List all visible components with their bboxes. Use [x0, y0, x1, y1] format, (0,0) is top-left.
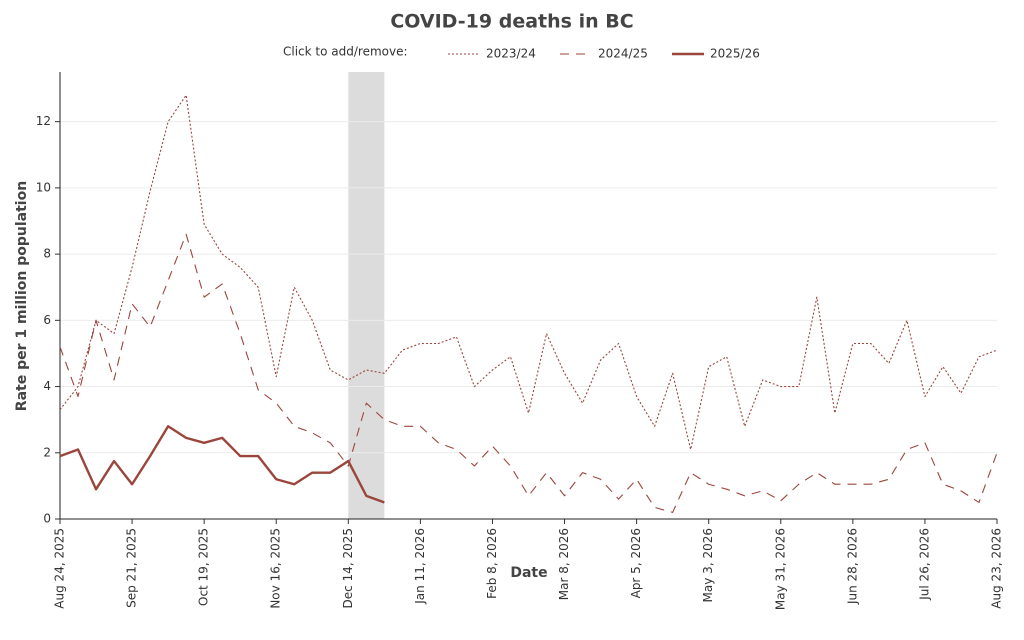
x-tick-label: Feb 8, 2026: [485, 528, 499, 599]
x-tick-label: Jun 28, 2026: [845, 528, 859, 605]
legend-item[interactable]: 2024/25: [556, 42, 660, 62]
x-tick-label: Jan 11, 2026: [413, 528, 427, 605]
x-tick-label: Aug 24, 2025: [53, 528, 67, 609]
x-tick-label: Apr 5, 2026: [629, 528, 643, 598]
y-tick-label: 6: [43, 313, 51, 327]
legend-item[interactable]: 2023/24: [444, 42, 548, 62]
x-tick-label: Aug 23, 2026: [990, 528, 1004, 609]
x-axis-title: Date: [510, 565, 547, 581]
line: [59, 425, 385, 504]
x-tick-label: Mar 8, 2026: [557, 528, 571, 600]
legend-label: 2023/24: [486, 47, 536, 61]
y-tick-label: 10: [36, 180, 51, 194]
x-tick-label: May 31, 2026: [773, 528, 787, 610]
line: [59, 233, 998, 513]
y-tick-label: 4: [43, 379, 51, 393]
legend-title: Click to add/remove:: [283, 45, 408, 59]
y-axis-title: Rate per 1 million population: [14, 181, 30, 411]
legend-label: 2025/26: [710, 47, 760, 61]
x-tick-label: Jul 26, 2026: [917, 528, 931, 601]
y-tick-label: 12: [36, 114, 51, 128]
x-tick-label: Nov 16, 2025: [269, 528, 283, 609]
y-tick-label: 8: [43, 247, 51, 261]
shaded-region: [348, 72, 385, 519]
chart-title: COVID-19 deaths in BC: [390, 11, 633, 33]
y-tick-label: 2: [43, 445, 51, 459]
x-tick-label: May 3, 2026: [701, 528, 715, 602]
y-tick-label: 0: [43, 512, 51, 526]
legend-label: 2024/25: [598, 47, 648, 61]
legend-item[interactable]: 2025/26: [668, 42, 772, 62]
x-tick-label: Oct 19, 2025: [197, 528, 211, 606]
line: [59, 94, 998, 451]
x-tick-label: Dec 14, 2025: [341, 528, 355, 608]
x-tick-label: Sep 21, 2025: [125, 528, 139, 608]
